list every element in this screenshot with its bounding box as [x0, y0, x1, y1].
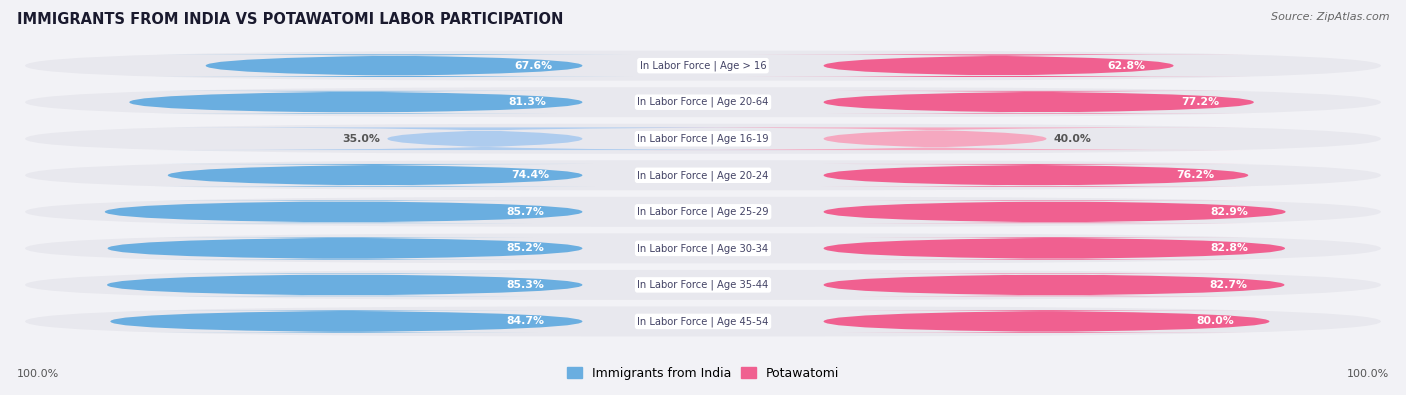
Text: 84.7%: 84.7% [506, 316, 544, 326]
Text: In Labor Force | Age 20-64: In Labor Force | Age 20-64 [637, 97, 769, 107]
FancyBboxPatch shape [824, 274, 1285, 296]
Text: 77.2%: 77.2% [1181, 97, 1219, 107]
FancyBboxPatch shape [105, 201, 582, 223]
Text: 76.2%: 76.2% [1177, 170, 1215, 180]
FancyBboxPatch shape [824, 237, 1285, 260]
FancyBboxPatch shape [25, 160, 1381, 190]
Text: In Labor Force | Age > 16: In Labor Force | Age > 16 [640, 60, 766, 71]
Text: IMMIGRANTS FROM INDIA VS POTAWATOMI LABOR PARTICIPATION: IMMIGRANTS FROM INDIA VS POTAWATOMI LABO… [17, 12, 564, 27]
Text: 62.8%: 62.8% [1108, 61, 1146, 71]
FancyBboxPatch shape [110, 310, 582, 333]
FancyBboxPatch shape [747, 55, 1251, 77]
Text: 67.6%: 67.6% [515, 61, 553, 71]
Text: 82.8%: 82.8% [1211, 243, 1249, 253]
FancyBboxPatch shape [25, 124, 1381, 154]
Text: 82.7%: 82.7% [1209, 280, 1247, 290]
FancyBboxPatch shape [620, 128, 1251, 150]
Text: In Labor Force | Age 25-29: In Labor Force | Age 25-29 [637, 207, 769, 217]
FancyBboxPatch shape [824, 91, 1254, 113]
Text: In Labor Force | Age 16-19: In Labor Force | Age 16-19 [637, 134, 769, 144]
Text: 81.3%: 81.3% [509, 97, 546, 107]
FancyBboxPatch shape [107, 274, 582, 296]
Text: In Labor Force | Age 30-34: In Labor Force | Age 30-34 [637, 243, 769, 254]
FancyBboxPatch shape [25, 197, 1381, 227]
Text: 74.4%: 74.4% [512, 170, 550, 180]
Text: 100.0%: 100.0% [17, 369, 59, 379]
FancyBboxPatch shape [25, 270, 1381, 300]
FancyBboxPatch shape [25, 87, 1381, 117]
FancyBboxPatch shape [155, 128, 814, 150]
Text: Source: ZipAtlas.com: Source: ZipAtlas.com [1271, 12, 1389, 22]
FancyBboxPatch shape [155, 55, 633, 77]
Text: 40.0%: 40.0% [1053, 134, 1091, 144]
FancyBboxPatch shape [25, 51, 1381, 81]
Text: 80.0%: 80.0% [1197, 316, 1234, 326]
FancyBboxPatch shape [25, 307, 1381, 337]
Text: 85.7%: 85.7% [506, 207, 544, 217]
FancyBboxPatch shape [129, 91, 582, 113]
FancyBboxPatch shape [155, 164, 595, 186]
FancyBboxPatch shape [108, 237, 582, 260]
FancyBboxPatch shape [25, 233, 1381, 263]
Text: 85.3%: 85.3% [506, 280, 544, 290]
Text: In Labor Force | Age 35-44: In Labor Force | Age 35-44 [637, 280, 769, 290]
Legend: Immigrants from India, Potawatomi: Immigrants from India, Potawatomi [561, 362, 845, 385]
Text: In Labor Force | Age 20-24: In Labor Force | Age 20-24 [637, 170, 769, 181]
FancyBboxPatch shape [824, 310, 1270, 333]
FancyBboxPatch shape [824, 201, 1285, 223]
Text: 35.0%: 35.0% [343, 134, 381, 144]
Text: 100.0%: 100.0% [1347, 369, 1389, 379]
Text: 85.2%: 85.2% [506, 243, 544, 253]
Text: In Labor Force | Age 45-54: In Labor Force | Age 45-54 [637, 316, 769, 327]
FancyBboxPatch shape [821, 164, 1251, 186]
Text: 82.9%: 82.9% [1211, 207, 1249, 217]
